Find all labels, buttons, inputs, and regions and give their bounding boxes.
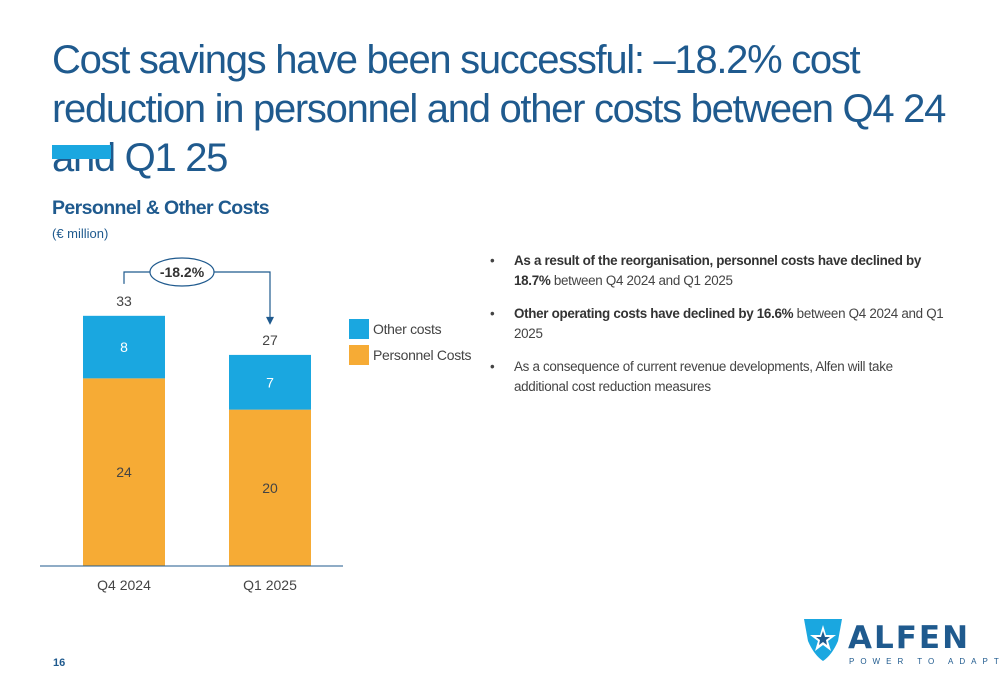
title-accent-bar — [52, 145, 111, 159]
bullet-text: between Q4 2024 and Q1 2025 — [550, 273, 733, 288]
bullet-list: • As a result of the reorganisation, per… — [490, 251, 950, 410]
chart-title: Personnel & Other Costs — [52, 197, 270, 219]
x-tick-label: Q4 2024 — [97, 577, 151, 593]
slide-title: Cost savings have been successful: –18.2… — [52, 38, 946, 180]
data-label: 7 — [266, 374, 274, 390]
bullet-item: • As a consequence of current revenue de… — [490, 359, 893, 394]
alfen-logo: ALFEN POWER TO ADAPT — [802, 617, 999, 668]
legend-item-other: Other costs — [349, 316, 471, 342]
change-arrow-head — [266, 316, 274, 325]
bullet-text: between Q4 2024 and Q1 2025 — [514, 306, 944, 341]
legend-item-personnel: Personnel Costs — [349, 342, 472, 368]
change-badge — [149, 257, 215, 287]
alfen-shield-icon — [804, 619, 842, 661]
data-label: 20 — [262, 480, 278, 496]
legend-label-other: Other costs — [373, 321, 442, 337]
bullet-item: • As a result of the reorganisation, per… — [490, 253, 922, 288]
page-number: 16 — [53, 657, 66, 669]
bullet-bold: Other operating costs have declined by 1… — [514, 306, 794, 321]
total-label: 33 — [116, 293, 132, 309]
bar-segment-other — [83, 315, 165, 379]
logo-tagline: POWER TO ADAPT — [849, 657, 1000, 666]
chart-legend: Other costs Personnel Costs — [349, 316, 472, 368]
x-tick-label: Q1 2025 — [243, 577, 297, 593]
change-label: -18.2% — [160, 264, 205, 280]
stacked-bar-chart: 24 8 33 Q4 2024 20 7 27 Q1 2025 -18.2% — [40, 257, 343, 593]
legend-swatch-other — [349, 319, 369, 339]
bullet-bold: As a result of the reorganisation, perso… — [514, 253, 922, 288]
data-label: 24 — [116, 464, 132, 480]
bar-segment-personnel — [229, 409, 311, 566]
bullet-text: As a consequence of current revenue deve… — [514, 359, 893, 394]
bar-segment-personnel — [83, 378, 165, 566]
logo-wordmark: ALFEN — [848, 620, 971, 656]
data-label: 8 — [120, 339, 128, 355]
bar-segment-other — [229, 354, 311, 410]
legend-label-personnel: Personnel Costs — [373, 347, 472, 363]
total-label: 27 — [262, 332, 278, 348]
chart-unit: (€ million) — [52, 226, 109, 241]
legend-swatch-personnel — [349, 345, 369, 365]
bullet-item: • Other operating costs have declined by… — [490, 306, 944, 341]
